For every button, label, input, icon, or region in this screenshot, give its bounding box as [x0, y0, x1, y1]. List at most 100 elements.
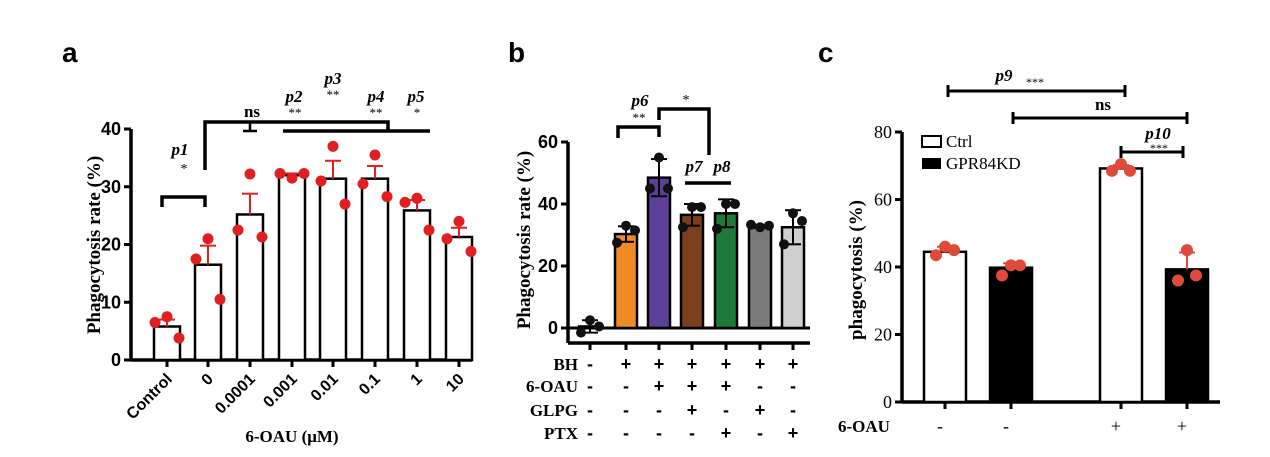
- condition-label: 6-OAU: [838, 417, 890, 436]
- condition-sign: -: [790, 400, 796, 420]
- y-tick-label: 80: [874, 122, 892, 142]
- data-point: [788, 208, 798, 219]
- data-point: [256, 231, 268, 243]
- data-point: [399, 196, 411, 208]
- condition-label: PTX: [544, 424, 579, 443]
- condition-sign: +: [1111, 416, 1121, 436]
- annot-p10-sig: ***: [1150, 141, 1168, 155]
- annot-p2-sig: **: [289, 105, 302, 120]
- bar: [360, 177, 390, 362]
- data-point: [161, 311, 173, 323]
- legend-label-ctrl: Ctrl: [946, 132, 973, 151]
- condition-sign: -: [757, 376, 763, 396]
- legend-swatch-ctrl: [921, 135, 942, 148]
- annot-ns: ns: [244, 102, 260, 121]
- condition-sign: -: [587, 354, 593, 374]
- panel-a-annotations: [160, 120, 430, 207]
- annot-p10: p10: [1143, 124, 1171, 143]
- y-tick-label: 0: [111, 350, 121, 370]
- legend-swatch-gpr84kd: [922, 158, 941, 169]
- data-point: [423, 224, 435, 236]
- panel-a-ylabel: Phagocytosis rate (%): [84, 156, 105, 334]
- data-point: [1190, 269, 1202, 282]
- data-point: [465, 245, 477, 257]
- data-point: [730, 199, 740, 209]
- panel-c-ylabel: phagocytosis (%): [846, 200, 867, 340]
- bar: [646, 176, 672, 330]
- annot-p3-sig: **: [327, 87, 340, 102]
- data-point: [173, 332, 185, 344]
- y-tick-label: 20: [101, 235, 121, 255]
- annot-p5: p5: [406, 87, 426, 106]
- panel-a-chart: Phagocytosis rate (%) 6-OAU (μM) p1 * ns…: [84, 69, 477, 446]
- condition-sign: -: [757, 423, 763, 443]
- data-point: [621, 220, 631, 231]
- y-tick-label: 20: [874, 325, 892, 345]
- annot-star: *: [683, 93, 690, 108]
- annot-p9: p9: [994, 66, 1014, 85]
- data-point: [1172, 274, 1184, 287]
- y-tick-label: 0: [548, 318, 558, 338]
- condition-sign: -: [937, 416, 943, 436]
- data-point: [411, 192, 423, 204]
- data-point: [612, 237, 622, 248]
- condition-sign: +: [721, 376, 732, 396]
- y-tick-label: 10: [101, 292, 121, 312]
- panel-label-c: c: [818, 37, 834, 68]
- condition-sign: +: [654, 376, 665, 396]
- annot-p7: p7: [684, 157, 705, 176]
- x-tick-label: 0: [199, 371, 217, 389]
- data-point: [1106, 164, 1118, 177]
- data-point: [327, 140, 339, 152]
- condition-sign: -: [587, 400, 593, 420]
- condition-sign: -: [723, 400, 729, 420]
- condition-sign: -: [623, 376, 629, 396]
- annot-p6-sig: **: [633, 110, 646, 125]
- data-point: [764, 220, 774, 231]
- y-tick-label: 60: [874, 190, 892, 210]
- x-tick-label: 10: [443, 371, 468, 396]
- x-tick-label: 0.1: [356, 371, 384, 399]
- data-point: [687, 202, 697, 213]
- annot-p4-sig: **: [370, 105, 383, 120]
- condition-label: BH: [553, 355, 578, 374]
- data-point: [678, 222, 688, 233]
- y-tick-label: 0: [883, 392, 892, 412]
- data-point: [190, 253, 202, 265]
- condition-sign: -: [656, 400, 662, 420]
- condition-sign: -: [656, 423, 662, 443]
- data-point: [755, 222, 765, 233]
- bar: [988, 266, 1034, 404]
- condition-sign: +: [687, 400, 698, 420]
- data-point: [381, 191, 393, 203]
- condition-sign: +: [654, 354, 665, 374]
- data-point: [453, 215, 465, 227]
- panel-label-b: b: [508, 37, 525, 68]
- data-point: [1005, 259, 1017, 272]
- data-point: [585, 315, 595, 326]
- panel-c-chart: phagocytosis (%) p9 *** ns p10 *** Ctrl …: [838, 66, 1220, 436]
- data-point: [630, 225, 640, 236]
- condition-label: 6-OAU: [526, 377, 578, 396]
- x-tick-label: 0.001: [260, 371, 300, 411]
- condition-sign: +: [755, 400, 766, 420]
- annot-p6: p6: [630, 91, 650, 110]
- annot-p3: p3: [323, 69, 343, 88]
- data-point: [939, 240, 951, 253]
- condition-label: GLPG: [530, 401, 578, 420]
- data-point: [286, 172, 298, 184]
- condition-sign: -: [587, 423, 593, 443]
- annot-p1: p1: [170, 140, 189, 159]
- data-point: [721, 199, 731, 209]
- data-point: [654, 152, 664, 163]
- data-point: [315, 175, 327, 187]
- data-point: [948, 244, 960, 257]
- condition-sign: -: [790, 376, 796, 396]
- condition-sign: -: [623, 423, 629, 443]
- bar: [747, 225, 773, 330]
- data-point: [1181, 244, 1193, 257]
- data-point: [339, 198, 351, 210]
- annot-p5-sig: *: [414, 105, 421, 120]
- y-tick-label: 20: [538, 256, 558, 276]
- data-point: [202, 233, 214, 245]
